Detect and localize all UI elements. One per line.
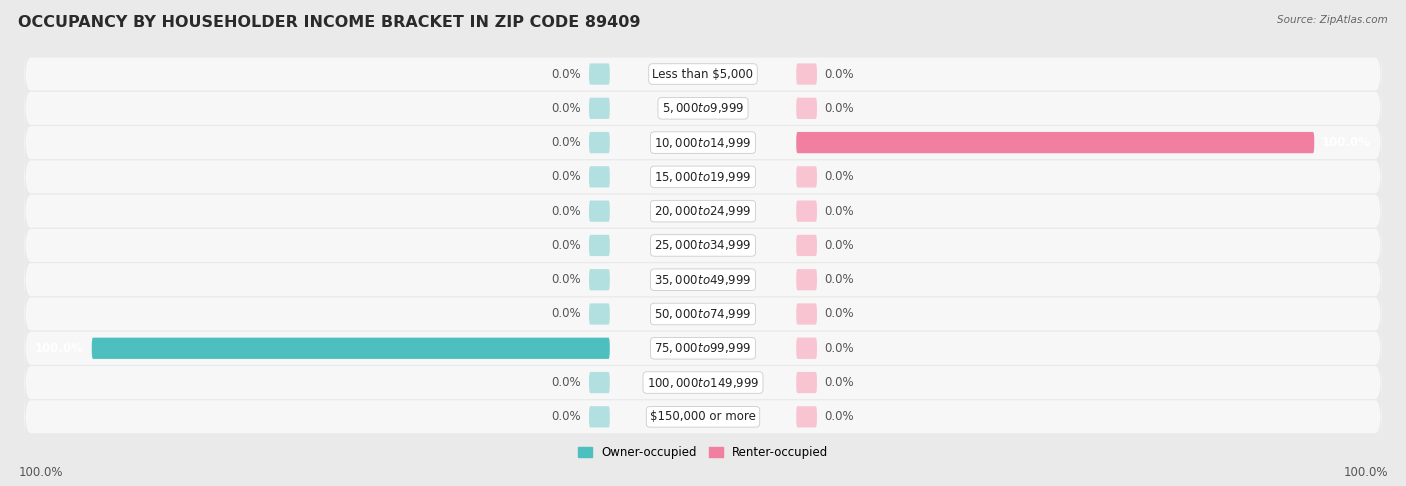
FancyBboxPatch shape [24,187,1382,236]
Text: 100.0%: 100.0% [35,342,84,355]
Text: $50,000 to $74,999: $50,000 to $74,999 [654,307,752,321]
FancyBboxPatch shape [796,235,817,256]
Text: Less than $5,000: Less than $5,000 [652,68,754,81]
FancyBboxPatch shape [589,303,610,325]
Text: $5,000 to $9,999: $5,000 to $9,999 [662,101,744,115]
Text: 100.0%: 100.0% [1343,466,1388,479]
Text: 100.0%: 100.0% [1322,136,1371,149]
Text: 0.0%: 0.0% [551,136,581,149]
Text: 0.0%: 0.0% [825,171,855,183]
Text: 0.0%: 0.0% [551,68,581,81]
Text: $100,000 to $149,999: $100,000 to $149,999 [647,376,759,390]
Text: 0.0%: 0.0% [551,171,581,183]
FancyBboxPatch shape [589,63,610,85]
FancyBboxPatch shape [24,50,1382,99]
Text: 100.0%: 100.0% [18,466,63,479]
Text: 0.0%: 0.0% [825,68,855,81]
Text: $20,000 to $24,999: $20,000 to $24,999 [654,204,752,218]
FancyBboxPatch shape [24,289,1382,339]
FancyBboxPatch shape [796,166,817,188]
FancyBboxPatch shape [589,166,610,188]
Text: $10,000 to $14,999: $10,000 to $14,999 [654,136,752,150]
Text: 0.0%: 0.0% [825,239,855,252]
Text: 0.0%: 0.0% [551,205,581,218]
FancyBboxPatch shape [24,255,1382,304]
FancyBboxPatch shape [796,372,817,393]
Text: 0.0%: 0.0% [551,410,581,423]
Text: 0.0%: 0.0% [825,102,855,115]
Text: 0.0%: 0.0% [551,239,581,252]
FancyBboxPatch shape [796,338,817,359]
FancyBboxPatch shape [24,392,1382,441]
FancyBboxPatch shape [796,269,817,290]
Text: $150,000 or more: $150,000 or more [650,410,756,423]
Text: 0.0%: 0.0% [825,273,855,286]
Text: 0.0%: 0.0% [825,376,855,389]
FancyBboxPatch shape [589,98,610,119]
Legend: Owner-occupied, Renter-occupied: Owner-occupied, Renter-occupied [572,442,834,464]
FancyBboxPatch shape [24,324,1382,373]
FancyBboxPatch shape [24,118,1382,167]
FancyBboxPatch shape [24,221,1382,270]
Text: $25,000 to $34,999: $25,000 to $34,999 [654,239,752,252]
Text: $35,000 to $49,999: $35,000 to $49,999 [654,273,752,287]
FancyBboxPatch shape [589,269,610,290]
FancyBboxPatch shape [796,98,817,119]
Text: 0.0%: 0.0% [551,308,581,320]
Text: 0.0%: 0.0% [825,205,855,218]
FancyBboxPatch shape [796,201,817,222]
FancyBboxPatch shape [24,84,1382,133]
FancyBboxPatch shape [589,406,610,428]
FancyBboxPatch shape [796,132,1315,153]
Text: Source: ZipAtlas.com: Source: ZipAtlas.com [1277,15,1388,25]
FancyBboxPatch shape [24,358,1382,407]
FancyBboxPatch shape [589,201,610,222]
FancyBboxPatch shape [589,372,610,393]
Text: $15,000 to $19,999: $15,000 to $19,999 [654,170,752,184]
Text: 0.0%: 0.0% [551,102,581,115]
Text: 0.0%: 0.0% [551,273,581,286]
Text: 0.0%: 0.0% [551,376,581,389]
FancyBboxPatch shape [796,63,817,85]
FancyBboxPatch shape [91,338,610,359]
FancyBboxPatch shape [796,406,817,428]
Text: 0.0%: 0.0% [825,410,855,423]
FancyBboxPatch shape [24,152,1382,202]
FancyBboxPatch shape [589,235,610,256]
FancyBboxPatch shape [796,303,817,325]
Text: 0.0%: 0.0% [825,308,855,320]
FancyBboxPatch shape [589,132,610,153]
Text: $75,000 to $99,999: $75,000 to $99,999 [654,341,752,355]
Text: OCCUPANCY BY HOUSEHOLDER INCOME BRACKET IN ZIP CODE 89409: OCCUPANCY BY HOUSEHOLDER INCOME BRACKET … [18,15,641,30]
Text: 0.0%: 0.0% [825,342,855,355]
